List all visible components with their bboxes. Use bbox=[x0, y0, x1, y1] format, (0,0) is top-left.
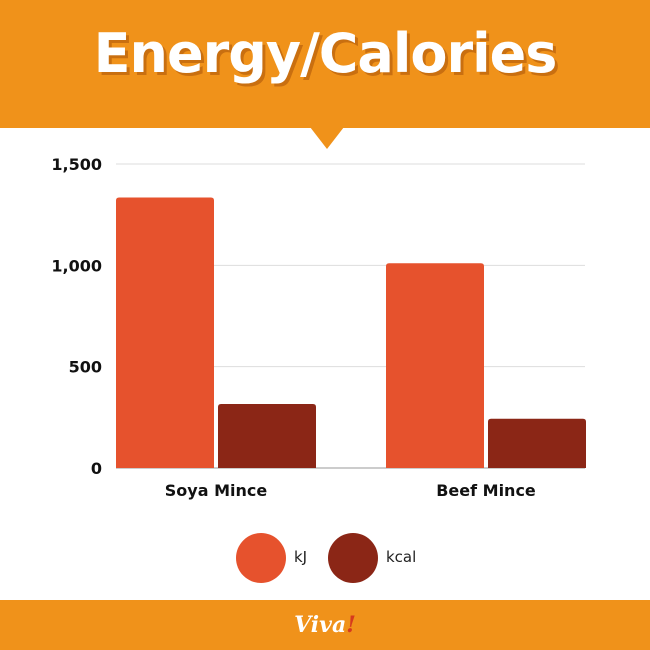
legend-label-kj: kJ bbox=[294, 548, 308, 566]
brand-logo: Viva! bbox=[0, 610, 650, 640]
legend-swatch-kj bbox=[236, 533, 286, 583]
header-pointer bbox=[310, 127, 344, 149]
bar-kcal-beef-mince bbox=[488, 418, 586, 468]
x-category-label: Soya Mince bbox=[165, 481, 268, 500]
y-tick-label: 500 bbox=[69, 358, 102, 377]
bar-kj-soya-mince bbox=[116, 197, 214, 468]
chart-title: Energy/Calories bbox=[93, 22, 558, 85]
x-axis-labels: Soya Mince Beef Mince bbox=[165, 481, 536, 500]
legend-swatch-kcal bbox=[328, 533, 378, 583]
brand-logo-text: Viva bbox=[294, 612, 347, 638]
brand-logo-mark: ! bbox=[346, 612, 356, 638]
footer-banner: Viva! bbox=[0, 600, 650, 650]
bar-chart: 0 500 1,000 1,500 Soya Mince Beef Mince bbox=[51, 155, 586, 500]
y-axis-ticks: 0 500 1,000 1,500 bbox=[51, 155, 102, 478]
bar-kj-beef-mince bbox=[386, 263, 484, 468]
legend-label-kcal: kcal bbox=[386, 548, 417, 566]
header-banner: Energy/Calories bbox=[0, 0, 650, 128]
bars bbox=[116, 197, 586, 468]
legend: kJ kcal bbox=[0, 530, 650, 586]
y-tick-label: 1,500 bbox=[51, 155, 102, 174]
bar-kcal-soya-mince bbox=[218, 403, 316, 468]
y-tick-label: 0 bbox=[91, 459, 102, 478]
x-category-label: Beef Mince bbox=[436, 481, 536, 500]
y-tick-label: 1,000 bbox=[51, 256, 102, 275]
